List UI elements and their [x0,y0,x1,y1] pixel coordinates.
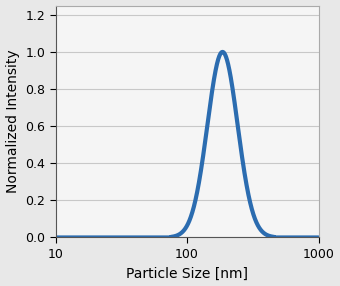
X-axis label: Particle Size [nm]: Particle Size [nm] [126,267,248,281]
Y-axis label: Normalized Intensity: Normalized Intensity [5,50,20,193]
